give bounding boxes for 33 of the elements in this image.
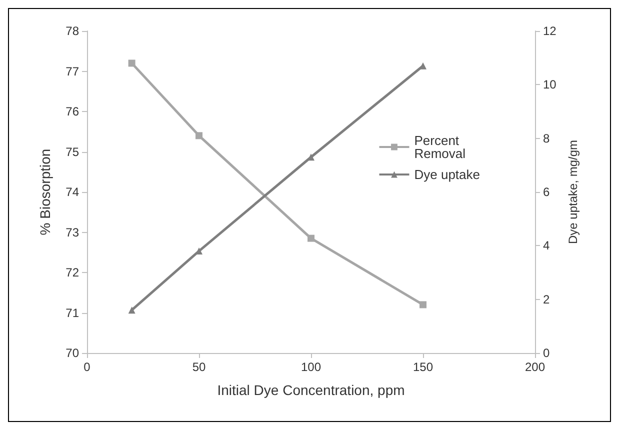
y2-tick-label: 12 — [543, 24, 557, 38]
legend-label: Dye uptake — [414, 167, 480, 182]
point — [128, 306, 136, 314]
y-tick-label: 74 — [66, 185, 80, 199]
x-tick-label: 50 — [192, 360, 206, 374]
x-tick-label: 200 — [524, 360, 546, 374]
point — [308, 234, 314, 242]
x-tick-label: 100 — [300, 360, 322, 374]
point — [420, 301, 426, 308]
y-tick-label: 76 — [66, 104, 80, 118]
point — [128, 60, 136, 67]
y-axis-title: % Biosorption — [37, 148, 53, 236]
y2-tick-label: 10 — [543, 78, 557, 92]
x-tick-label: 150 — [412, 360, 434, 374]
point — [308, 154, 314, 161]
x-axis-title: Initial Dye Concentration, ppm — [217, 382, 405, 398]
point — [420, 62, 426, 70]
y-tick-label: 78 — [66, 24, 80, 38]
y-tick-label: 70 — [66, 346, 80, 360]
y2-tick-label: 4 — [543, 238, 550, 253]
point — [196, 132, 202, 140]
y-tick-label: 73 — [66, 225, 80, 240]
legend-label: Percent Removal — [414, 133, 466, 161]
y2-axis-title: Dye uptake, mg/gm — [566, 140, 580, 244]
x-tick-label: 0 — [84, 360, 91, 374]
y2-tick-label: 6 — [543, 185, 550, 199]
y2-tick-label: 2 — [543, 292, 550, 306]
y2-tick-label: 8 — [543, 131, 550, 146]
y2-tick-label: 0 — [543, 346, 550, 360]
y-tick-label: 77 — [66, 64, 80, 78]
y-tick-label: 72 — [66, 266, 80, 280]
y-tick-label: 75 — [66, 144, 80, 159]
y-tick-label: 71 — [66, 306, 80, 320]
